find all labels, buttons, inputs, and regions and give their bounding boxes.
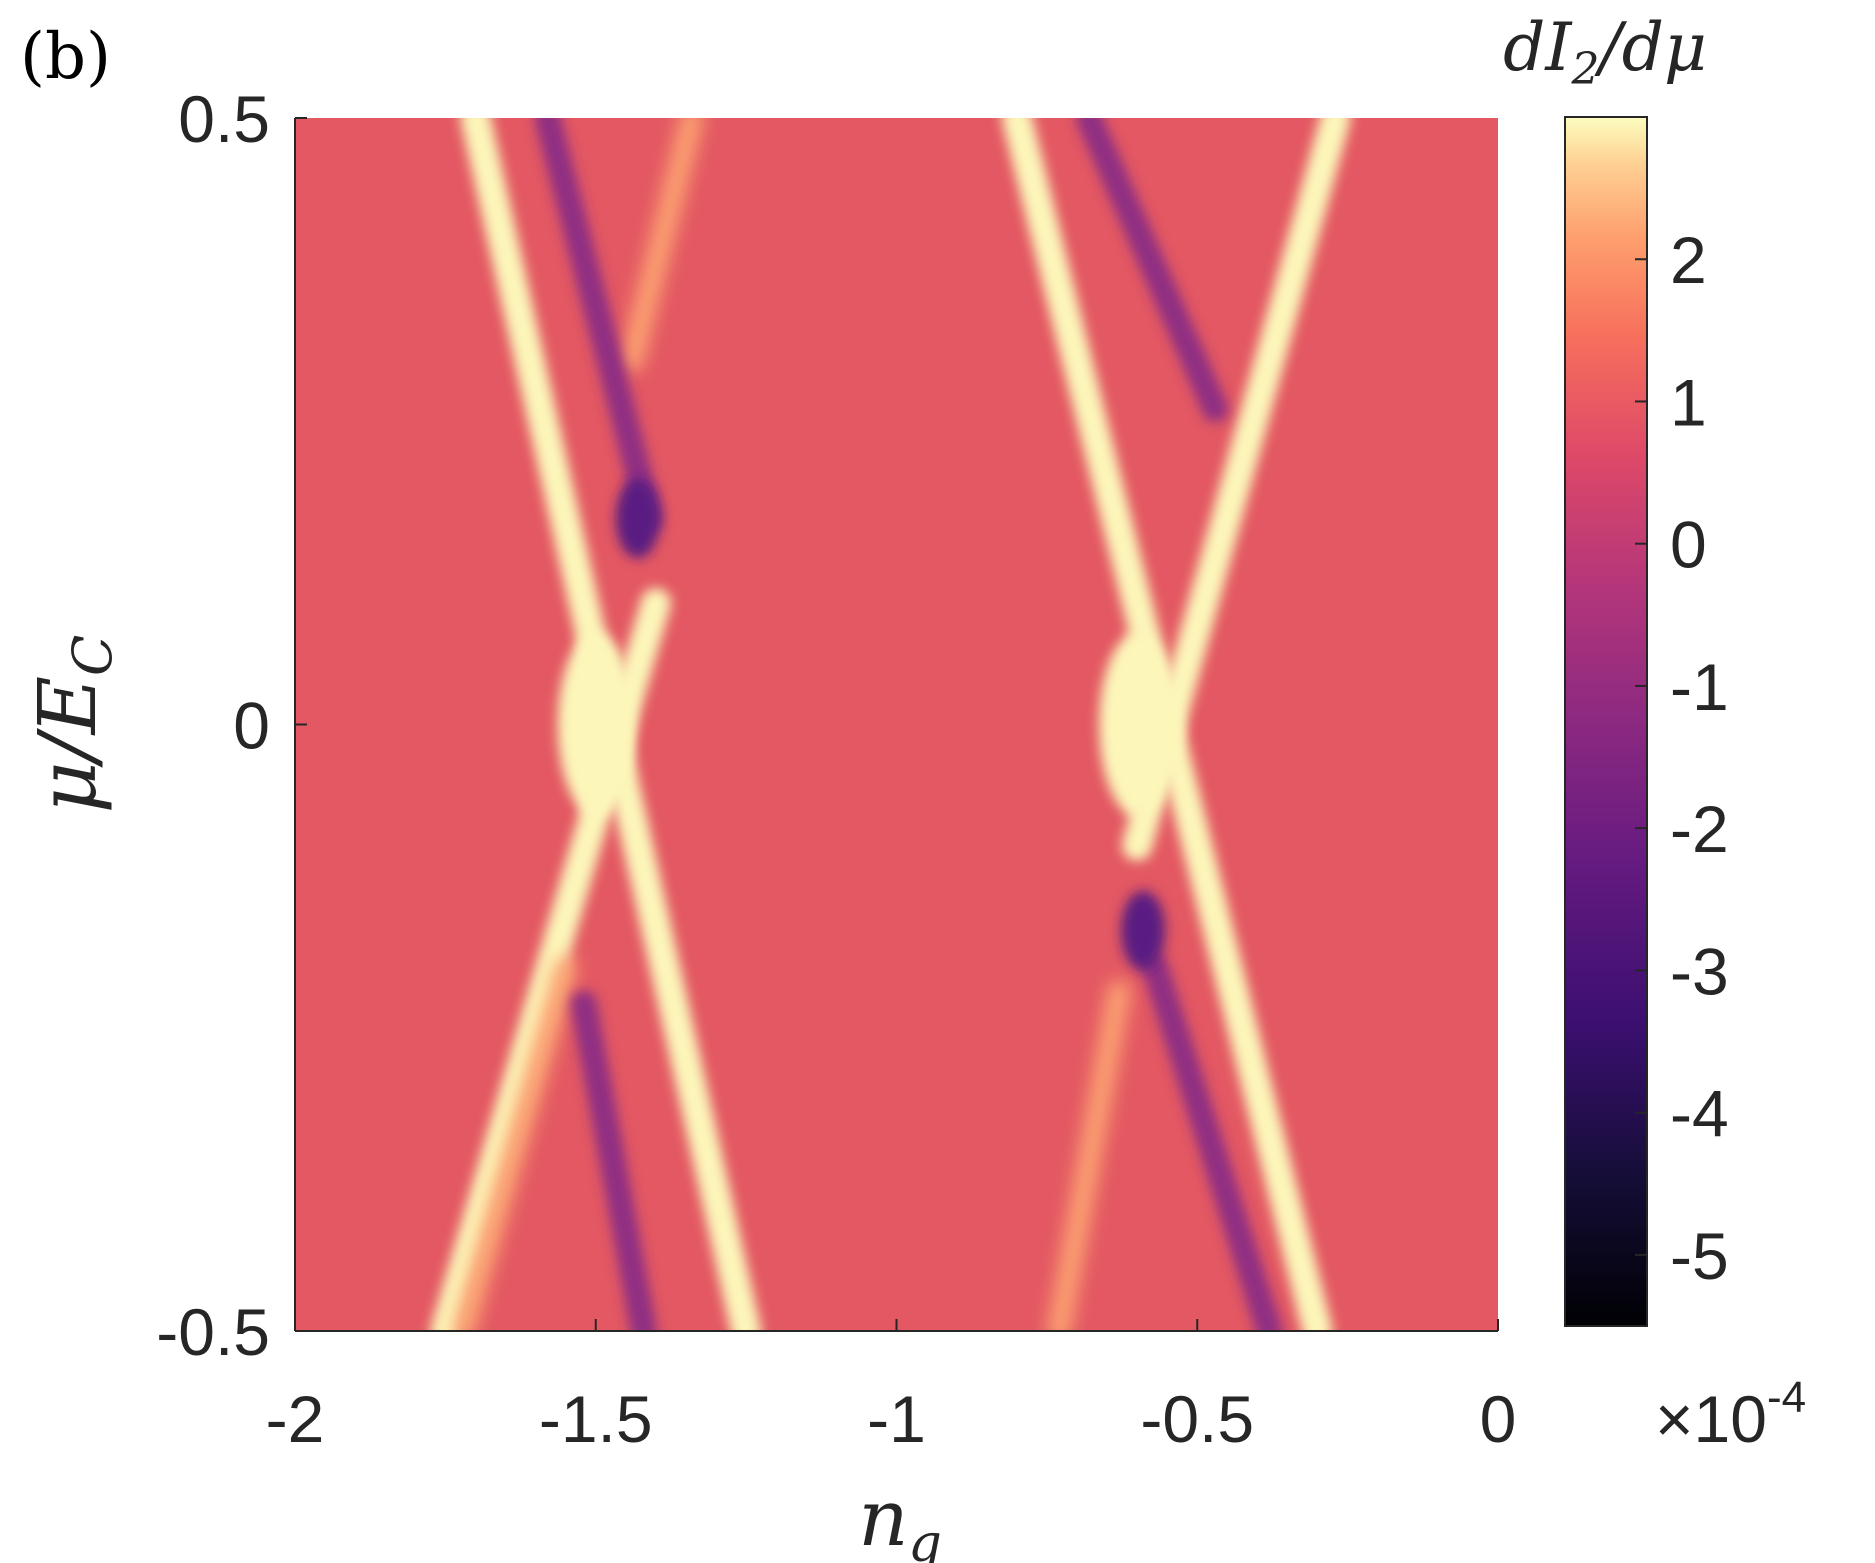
heatmap-features (430, 118, 1351, 1331)
colorbar-tick-label: 2 (1670, 223, 1707, 297)
negative-blob-12 (1121, 890, 1166, 971)
colorbar-exponent: ×10-4 (1655, 1373, 1806, 1456)
x-axis-ticks: -2 -1.5 -1 -0.5 0 (266, 1319, 1517, 1456)
positive-line-9 (1047, 980, 1131, 1331)
negative-line-4 (534, 118, 663, 532)
heatmap-background (295, 118, 1498, 1331)
negative-line-10 (1075, 118, 1229, 423)
colorbar-tick-label: 1 (1670, 365, 1707, 439)
heatmap-plot-area (295, 118, 1498, 1331)
colorbar-ticks: 2 1 0 -1 -2 -3 -4 -5 (1635, 223, 1729, 1293)
y-axis-ticks: -0.5 0 0.5 (156, 82, 307, 1369)
colorbar-tick-label: -5 (1670, 1219, 1729, 1293)
y-tick-label: -0.5 (156, 1295, 270, 1369)
y-tick-label: 0.5 (178, 82, 270, 156)
crossing-point-14 (1099, 632, 1176, 817)
panel-label: (b) (20, 20, 111, 94)
colorbar-tick-label: -1 (1670, 650, 1729, 724)
negative-line-5 (570, 990, 657, 1331)
positive-line-3 (452, 956, 577, 1331)
colorbar-label: dI2/dμ (1503, 9, 1707, 95)
colorbar-gradient (1564, 116, 1648, 1327)
y-tick-label: 0 (233, 689, 270, 763)
x-tick-label: -1.5 (539, 1382, 653, 1456)
negative-line-11 (1142, 954, 1283, 1331)
x-tick-label: -0.5 (1140, 1382, 1254, 1456)
x-tick-label: -2 (266, 1382, 325, 1456)
x-tick-label: -1 (867, 1382, 926, 1456)
colorbar: 2 1 0 -1 -2 -3 -4 -5 dI2/dμ ×10-4 (1503, 9, 1806, 1456)
y-axis-label: μ/EC (21, 635, 124, 814)
negative-blob-6 (615, 478, 660, 559)
colorbar-tick-label: -4 (1670, 1077, 1729, 1151)
x-axis-label: ng (858, 1474, 942, 1563)
colorbar-tick-label: -2 (1670, 792, 1729, 866)
svg-text:μ/EC: μ/EC (21, 635, 124, 814)
colorbar-tick-label: -3 (1670, 934, 1729, 1008)
colorbar-tick-label: 0 (1670, 508, 1707, 582)
crossing-point-13 (557, 632, 634, 817)
x-tick-label: 0 (1480, 1382, 1517, 1456)
positive-line-2 (620, 118, 703, 372)
